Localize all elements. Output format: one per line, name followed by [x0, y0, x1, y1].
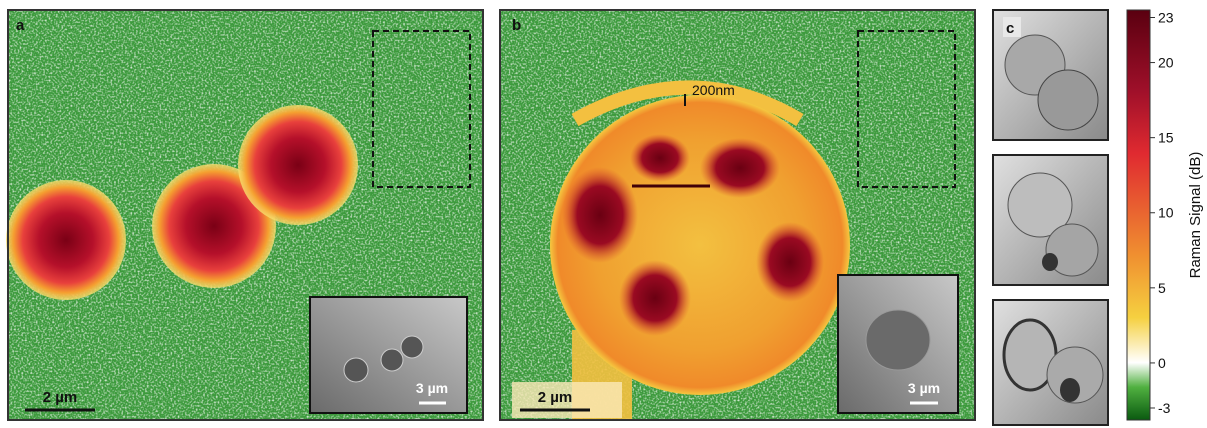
panel-b: 200nm 3 µm 2 µm b [500, 10, 975, 420]
panel-label: c [1006, 20, 1014, 37]
scale-label: 3 µm [908, 380, 940, 396]
dark-spot [1060, 378, 1080, 402]
scale-label: 2 µm [43, 389, 78, 406]
cell [6, 180, 126, 300]
colorbar-scale [1127, 10, 1150, 420]
colorbar-tick-label: 20 [1158, 55, 1174, 71]
colorbar-label: Raman Signal (dB) [1187, 152, 1204, 279]
cell-image [381, 349, 403, 371]
colorbar: Raman Signal (dB) 23 20 15 10 5 0 -3 [1127, 10, 1204, 420]
spot [630, 134, 690, 182]
cell-image [866, 310, 930, 370]
colorbar-tick-label: -3 [1158, 400, 1171, 416]
cell-image [1038, 70, 1098, 130]
spot [562, 167, 638, 263]
spot [619, 260, 691, 336]
scale-label: 3 µm [416, 380, 448, 396]
cell-image [344, 358, 368, 382]
dark-spot [1042, 253, 1058, 271]
scale-label: 2 µm [538, 389, 573, 406]
annotation: 200nm [692, 82, 735, 98]
colorbar-tick-label: 5 [1158, 280, 1166, 296]
colorbar-tick-label: 23 [1158, 10, 1174, 26]
panel-c: c [993, 10, 1108, 425]
cell-image [401, 336, 423, 358]
spot [756, 222, 824, 302]
panel-label: a [16, 17, 25, 34]
colorbar-tick-label: 0 [1158, 355, 1166, 371]
panel-a: 3 µm 2 µm a [6, 10, 483, 420]
panel-label: b [512, 17, 521, 34]
figure: 3 µm 2 µm a 200nm 3 µm 2 µm b [0, 0, 1207, 428]
colorbar-tick-label: 15 [1158, 130, 1174, 146]
cell [238, 105, 358, 225]
colorbar-tick-label: 10 [1158, 205, 1174, 221]
spot [700, 138, 780, 198]
